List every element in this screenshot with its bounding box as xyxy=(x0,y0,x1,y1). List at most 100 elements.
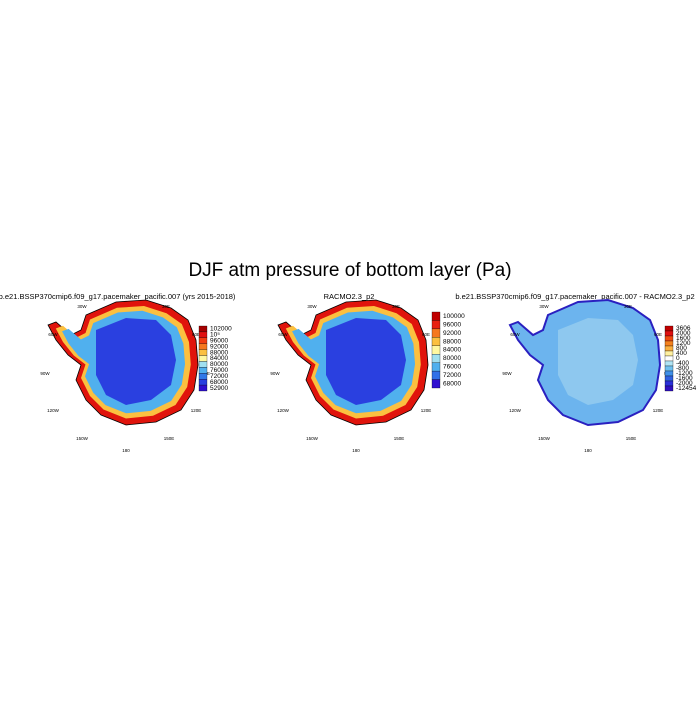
colorbar-box xyxy=(664,345,674,352)
lon-label: 120E xyxy=(653,408,664,413)
colorbar-box xyxy=(664,370,674,377)
colorbar-label: 96000 xyxy=(443,321,461,328)
lon-label: 120E xyxy=(191,408,202,413)
colorbar-label: 68000 xyxy=(210,379,228,386)
colorbar-label: 102000 xyxy=(210,326,232,333)
colorbar-box xyxy=(198,337,208,344)
colorbar-label: 10⁵ xyxy=(210,332,220,339)
colorbar-label: 84000 xyxy=(210,355,228,362)
lon-label: 30E xyxy=(392,304,400,309)
colorbar-label: 84000 xyxy=(443,347,461,354)
colorbar-box xyxy=(198,331,208,338)
colorbar-box xyxy=(664,335,674,342)
colorbar-box xyxy=(664,340,674,347)
colorbar-box xyxy=(664,380,674,387)
panel-title: b.e21.BSSP370cmip6.f09_g17.pacemaker_pac… xyxy=(0,292,236,301)
colorbar-label: 0 xyxy=(676,355,680,362)
lon-label: 90W xyxy=(502,371,512,376)
colorbar-box xyxy=(664,385,674,392)
map-diff-inner xyxy=(558,318,638,405)
lon-label: 120E xyxy=(421,408,432,413)
lon-label: 150W xyxy=(76,436,89,441)
colorbar-label: 76000 xyxy=(210,367,228,374)
colorbar-label: -800 xyxy=(676,365,689,372)
colorbar-box xyxy=(664,350,674,357)
map-plateau xyxy=(326,318,406,405)
colorbar-box xyxy=(431,311,441,321)
colorbar-label: 52900 xyxy=(210,385,228,392)
colorbar-box xyxy=(664,355,674,362)
panel-title: b.e21.BSSP370cmip6.f09_g17.pacemaker_pac… xyxy=(455,292,694,301)
colorbar-box xyxy=(198,325,208,333)
lon-label: 60W xyxy=(48,332,58,337)
colorbar-box xyxy=(664,325,674,332)
lon-label: 60W xyxy=(278,332,288,337)
colorbar-box xyxy=(664,360,674,367)
lon-label: 150E xyxy=(626,436,637,441)
lon-label: 120W xyxy=(509,408,522,413)
figure-title: DJF atm pressure of bottom layer (Pa) xyxy=(188,260,511,281)
lon-label: 150E xyxy=(164,436,175,441)
lon-label: 30W xyxy=(539,304,549,309)
lon-label: 90W xyxy=(40,371,50,376)
colorbar-label: -12454 xyxy=(676,385,697,392)
colorbar-box xyxy=(198,343,208,350)
colorbar-box xyxy=(664,365,674,372)
colorbar-box xyxy=(431,354,441,363)
colorbar-label: 72000 xyxy=(443,372,461,379)
colorbar-box xyxy=(431,379,441,389)
colorbar-label: 100000 xyxy=(443,313,465,320)
colorbar-box xyxy=(431,370,441,380)
lon-label: 60E xyxy=(422,332,430,337)
colorbar-label: -400 xyxy=(676,360,689,367)
colorbar-label: 72000 xyxy=(210,373,228,380)
colorbar-label: 88000 xyxy=(443,338,461,345)
lon-label: 90W xyxy=(270,371,280,376)
colorbar-label: 2000 xyxy=(676,330,691,337)
lon-label: 150E xyxy=(394,436,405,441)
colorbar-label: 80000 xyxy=(443,355,461,362)
lon-label: 60W xyxy=(510,332,520,337)
lon-label: 60E xyxy=(192,332,200,337)
colorbar-box xyxy=(431,337,441,346)
colorbar-box xyxy=(431,345,441,355)
map-plateau xyxy=(96,318,176,405)
colorbar-label: 92000 xyxy=(210,343,228,350)
lon-label: 30W xyxy=(307,304,317,309)
lon-label: 180 xyxy=(584,448,592,453)
colorbar-box xyxy=(431,362,441,372)
lon-label: 30E xyxy=(624,304,632,309)
colorbar-box xyxy=(198,349,208,356)
lon-label: 30E xyxy=(162,304,170,309)
colorbar-label: 88000 xyxy=(210,349,228,356)
colorbar-label: -1600 xyxy=(676,375,693,382)
lon-label: 180 xyxy=(122,448,130,453)
colorbar-label: 80000 xyxy=(210,361,228,368)
colorbar-label: 400 xyxy=(676,350,687,357)
colorbar-box xyxy=(431,328,441,338)
colorbar-box xyxy=(664,375,674,382)
panel-title: RACMO2.3_p2 xyxy=(324,292,375,301)
colorbar-label: 92000 xyxy=(443,330,461,337)
colorbar-box xyxy=(431,320,441,330)
colorbar-label: 1600 xyxy=(676,335,691,342)
colorbar-box xyxy=(198,367,208,374)
lon-label: 150W xyxy=(538,436,551,441)
colorbar-label: 1200 xyxy=(676,340,691,347)
lon-label: 120W xyxy=(47,408,60,413)
colorbar-box xyxy=(198,379,208,386)
lon-label: 30W xyxy=(77,304,87,309)
colorbar-label: -2000 xyxy=(676,380,693,387)
colorbar-label: -1200 xyxy=(676,370,693,377)
colorbar-box xyxy=(198,373,208,380)
colorbar-label: 96000 xyxy=(210,337,228,344)
colorbar-box xyxy=(198,361,208,368)
lon-label: 120W xyxy=(277,408,290,413)
lon-label: 150W xyxy=(306,436,319,441)
lon-label: 60E xyxy=(654,332,662,337)
colorbar-label: 68000 xyxy=(443,380,461,387)
colorbar-label: 800 xyxy=(676,345,687,352)
colorbar-box xyxy=(198,355,208,362)
colorbar-box xyxy=(664,330,674,337)
